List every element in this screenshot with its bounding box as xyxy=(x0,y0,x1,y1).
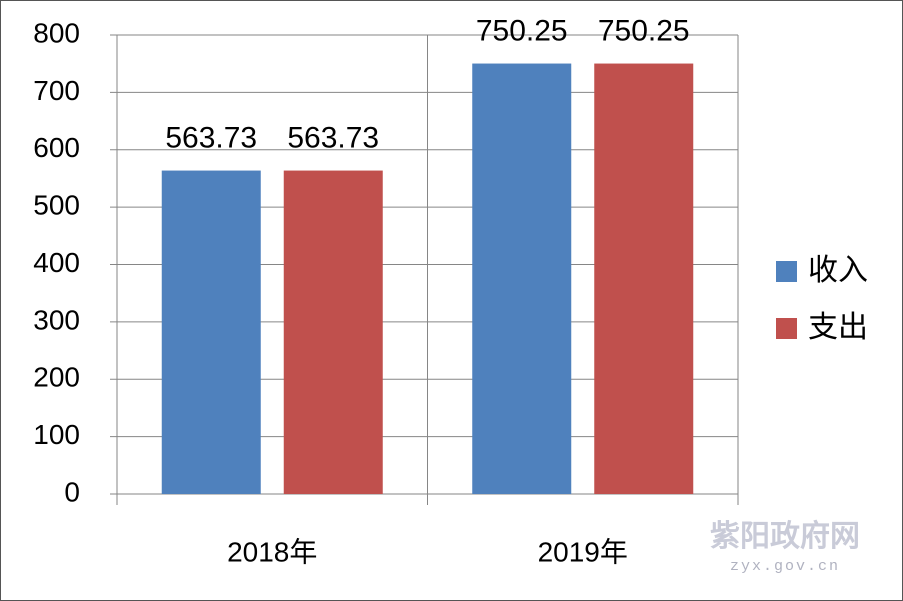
legend-label: 支出 xyxy=(808,311,868,344)
value-label: 750.25 xyxy=(598,14,690,47)
y-tick-label: 0 xyxy=(64,476,80,507)
y-tick-label: 300 xyxy=(33,304,80,335)
y-tick-label: 700 xyxy=(33,75,80,106)
value-label: 563.73 xyxy=(165,121,257,154)
legend-label: 收入 xyxy=(808,254,868,287)
bar xyxy=(594,63,694,494)
bar xyxy=(472,63,572,494)
y-tick-label: 200 xyxy=(33,362,80,393)
watermark-url: zyx.gov.cn xyxy=(730,558,840,575)
y-tick-label: 800 xyxy=(33,17,80,48)
bar xyxy=(161,170,261,494)
legend-swatch xyxy=(776,261,797,282)
y-tick-label: 100 xyxy=(33,419,80,450)
watermark-title: 紫阳政府网 xyxy=(710,519,860,553)
x-tick-label: 2019年 xyxy=(538,536,628,567)
value-label: 750.25 xyxy=(476,14,568,47)
x-tick-label: 2018年 xyxy=(227,536,317,567)
y-tick-label: 600 xyxy=(33,132,80,163)
legend-swatch xyxy=(776,318,797,339)
value-label: 563.73 xyxy=(287,121,379,154)
bar xyxy=(283,170,383,494)
y-tick-label: 400 xyxy=(33,247,80,278)
y-tick-label: 500 xyxy=(33,190,80,221)
